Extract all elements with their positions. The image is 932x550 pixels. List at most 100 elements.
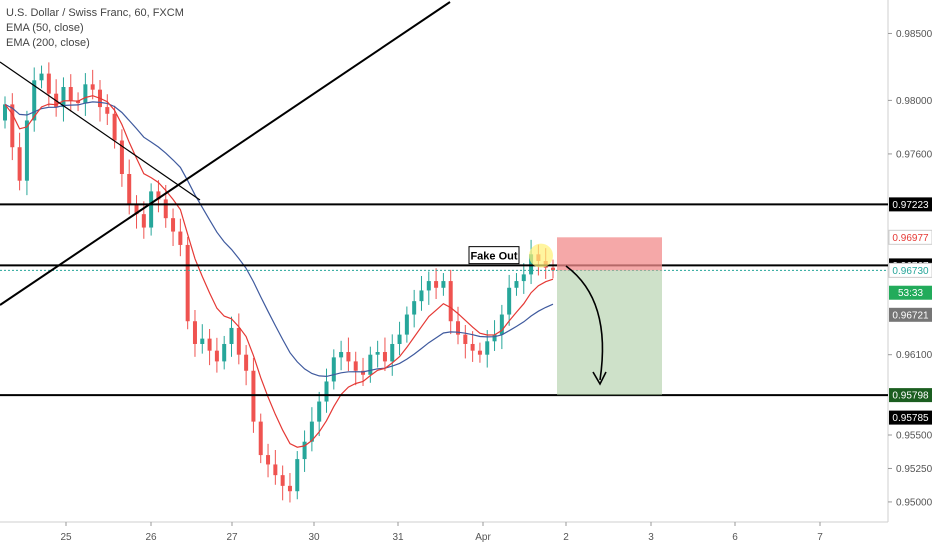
y-tick-label-4: 0.95500 <box>896 431 932 442</box>
price-tag-box-1 <box>888 229 932 245</box>
candle-body-1 <box>10 104 15 148</box>
candle-body-14 <box>105 107 110 114</box>
candle-body-52 <box>382 352 387 362</box>
y-tick-label-2: 0.97600 <box>896 149 932 160</box>
candle-body-33 <box>244 354 249 371</box>
candle-body-9 <box>68 87 73 101</box>
candle-body-2 <box>17 147 22 181</box>
price-tag-box-4 <box>889 285 932 300</box>
candle-body-65 <box>477 350 482 355</box>
candle-body-54 <box>397 334 402 344</box>
candle-body-56 <box>412 301 417 315</box>
price-tag-label-1: 0.96977 <box>892 233 929 244</box>
trendline-faint <box>0 61 201 201</box>
x-tick-label-7: 3 <box>648 532 654 543</box>
take-profit-zone <box>557 270 662 396</box>
candle-body-40 <box>295 459 300 492</box>
candle-body-4 <box>32 80 37 121</box>
candle-body-35 <box>258 421 263 456</box>
candle-body-41 <box>302 441 307 460</box>
candle-body-3 <box>24 120 29 181</box>
legend-ema-50: EMA (50, close) <box>6 22 84 34</box>
price-tag-label-6: 0.95798 <box>892 391 929 402</box>
candle-body-75 <box>551 267 555 271</box>
projection-arrowhead <box>592 371 607 386</box>
candle-body-55 <box>404 314 409 335</box>
x-tick-label-9: 7 <box>817 532 823 543</box>
candle-body-47 <box>346 352 351 362</box>
candle-body-67 <box>492 334 497 342</box>
candle-body-66 <box>485 341 490 355</box>
candle-body-57 <box>419 290 424 302</box>
y-tick-label-6: 0.95000 <box>896 497 932 508</box>
candles <box>3 62 555 503</box>
y-tick-label-0: 0.98500 <box>896 29 932 40</box>
x-tick-label-6: 2 <box>563 532 569 543</box>
candle-body-18 <box>134 204 139 215</box>
candle-body-64 <box>470 343 475 351</box>
candle-body-49 <box>361 370 366 375</box>
x-tick-label-8: 6 <box>732 532 738 543</box>
price-tag-label-5: 0.96721 <box>892 310 929 321</box>
candle-body-31 <box>229 327 234 344</box>
price-tag-box-5 <box>889 307 932 322</box>
candle-body-61 <box>448 281 453 322</box>
candle-body-32 <box>236 327 241 355</box>
candle-body-15 <box>112 113 117 141</box>
chart-legend: U.S. Dollar / Swiss Franc, 60, FXCM EMA … <box>6 6 184 51</box>
candle-body-8 <box>61 87 66 108</box>
candle-body-50 <box>368 354 373 375</box>
candle-body-0 <box>3 104 7 121</box>
candle-body-62 <box>456 321 461 335</box>
candle-body-72 <box>529 254 534 275</box>
price-tag-box-0 <box>889 197 932 212</box>
price-tag-box-7 <box>889 410 932 425</box>
candle-body-5 <box>39 73 44 81</box>
candle-body-68 <box>499 314 504 335</box>
candle-body-51 <box>375 352 380 355</box>
y-tick-label-1: 0.98000 <box>896 96 932 107</box>
x-tick-label-2: 27 <box>226 532 238 543</box>
price-tag-label-0: 0.97223 <box>892 200 929 211</box>
candle-body-63 <box>463 334 468 344</box>
candle-body-25 <box>185 244 190 322</box>
annotation-text: Fake Out <box>470 251 517 263</box>
price-tag-label-7: 0.95785 <box>892 413 929 424</box>
candle-body-21 <box>156 191 161 200</box>
x-tick-label-1: 26 <box>145 532 157 543</box>
ema-200-line <box>4 101 554 378</box>
candle-body-27 <box>200 338 205 344</box>
x-tick-label-0: 25 <box>60 532 72 543</box>
candle-body-34 <box>251 370 256 422</box>
candle-body-70 <box>514 281 519 288</box>
candle-body-60 <box>441 281 446 288</box>
candle-body-12 <box>90 84 95 90</box>
x-tick-label-4: 31 <box>392 532 404 543</box>
candle-body-48 <box>353 361 358 371</box>
stop-loss-zone <box>557 237 662 271</box>
candle-body-44 <box>324 381 329 402</box>
x-tick-label-3: 30 <box>308 532 320 543</box>
candle-body-38 <box>280 475 285 486</box>
trendline-rising <box>0 1 451 306</box>
ema-50-line <box>4 95 554 448</box>
price-tag-label-4: 53:33 <box>898 288 923 299</box>
candle-body-71 <box>521 274 526 282</box>
x-tick-label-5: Apr <box>475 532 491 543</box>
candle-body-43 <box>317 401 322 422</box>
candle-body-28 <box>207 338 212 351</box>
candle-body-42 <box>309 421 314 442</box>
candle-body-30 <box>222 343 227 362</box>
candle-body-45 <box>331 357 336 382</box>
annotation-box <box>468 246 520 265</box>
price-tag-label-3: 0.96730 <box>892 266 929 277</box>
fakeout-highlight <box>529 243 553 268</box>
candle-body-16 <box>119 140 124 174</box>
candle-body-19 <box>141 214 146 228</box>
candle-body-69 <box>507 287 512 315</box>
price-tag-box-6 <box>889 388 932 403</box>
candle-body-58 <box>426 281 431 291</box>
candle-body-17 <box>127 174 132 205</box>
projection-arrow <box>565 265 604 381</box>
